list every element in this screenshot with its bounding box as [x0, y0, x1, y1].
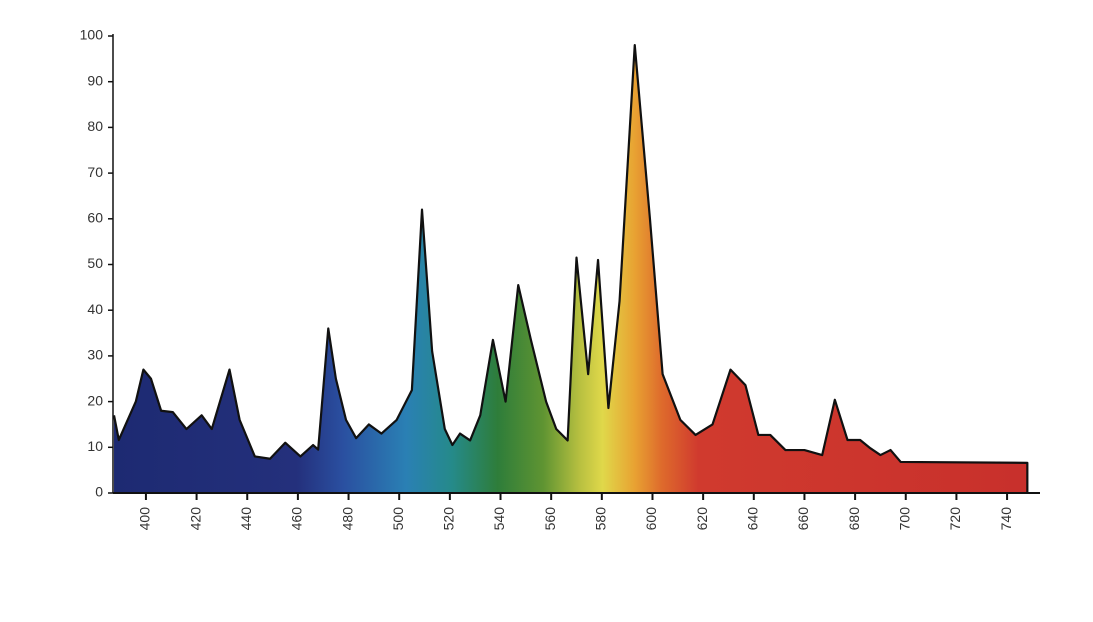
- y-tick-label: 80: [87, 118, 103, 134]
- y-tick-label: 100: [80, 27, 104, 43]
- x-tick-label: 460: [289, 507, 305, 531]
- spectrum-line: [112, 44, 1029, 493]
- y-tick-label: 0: [95, 484, 103, 500]
- y-tick-label: 20: [87, 392, 103, 408]
- x-tick-label: 600: [643, 507, 659, 531]
- y-tick-label: 60: [87, 210, 103, 226]
- y-tick-label: 90: [87, 72, 103, 88]
- x-tick-label: 740: [998, 507, 1014, 531]
- y-tick-label: 50: [87, 255, 103, 271]
- x-tick-label: 620: [694, 507, 710, 531]
- x-tick-label: 420: [187, 507, 203, 531]
- x-tick-label: 580: [593, 507, 609, 531]
- y-tick-label: 40: [87, 301, 103, 317]
- x-tick-label: 480: [339, 507, 355, 531]
- x-tick-label: 700: [896, 507, 912, 531]
- y-tick-label: 10: [87, 438, 103, 454]
- x-tick-label: 560: [542, 507, 558, 531]
- spectrum-area: [114, 45, 1028, 493]
- x-tick-label: 540: [491, 507, 507, 531]
- x-tick-label: 640: [744, 507, 760, 531]
- x-tick-label: 680: [846, 507, 862, 531]
- x-tick-label: 660: [795, 507, 811, 531]
- x-tick-label: 500: [390, 507, 406, 531]
- x-tick-label: 440: [238, 507, 254, 531]
- y-tick-label: 70: [87, 164, 103, 180]
- y-tick-label: 30: [87, 347, 103, 363]
- x-tick-label: 720: [947, 507, 963, 531]
- x-tick-label: 400: [137, 507, 153, 531]
- x-tick-label: 520: [441, 507, 457, 531]
